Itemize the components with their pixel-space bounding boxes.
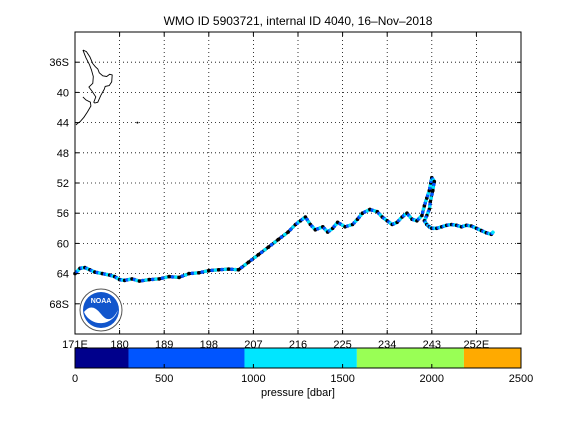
colorbar-segment [463,348,521,368]
profile-point [197,271,201,275]
colorbar-tick-label: 500 [155,373,173,385]
profile-point [420,210,425,214]
profile-point [210,268,214,273]
profile-point [256,252,261,257]
profile-point [147,277,152,282]
noaa-logo: NOAA [79,288,123,332]
profile-point [432,179,437,184]
profile-point [491,230,495,235]
profile-point [216,268,221,272]
profile-point [263,247,267,252]
profile-point [160,276,165,280]
profile-point [200,270,204,274]
profile-point [213,268,218,272]
y-tick-label: 68S [49,299,69,311]
pressure-colorbar [75,348,521,368]
y-axis-ticks: 36S 40 44 48 52 56 60 64 68S [49,57,521,311]
y-tick-label: 40 [57,87,69,99]
colorbar-tick-label: 0 [72,373,78,385]
profile-point [279,235,284,239]
profile-point [174,275,178,279]
profile-point [286,230,290,234]
profile-point [236,268,241,272]
colorbar-tick-label: 1500 [330,373,354,385]
profile-point [288,227,293,232]
profile-point [140,278,145,283]
profile-point [183,273,188,277]
profile-point [266,245,271,249]
y-tick-label: 52 [57,178,69,190]
profile-point [420,213,424,218]
colorbar-ticks: 0 500 1000 1500 2000 2500 [72,364,533,385]
colorbar-tick-label: 2000 [420,373,444,385]
profile-point [203,269,208,274]
y-tick-label: 44 [57,118,69,130]
colorbar-tick-label: 2500 [509,373,533,385]
map-plot-area [75,32,521,334]
profile-point [230,267,234,272]
profile-point [187,271,191,276]
profile-point [154,277,158,281]
profile-point [421,207,426,211]
profile-point [276,237,281,242]
profile-point [291,225,295,229]
profile-point [137,279,142,283]
profile-point [246,260,251,265]
profile-point [157,277,161,281]
profile-point [432,182,436,187]
colorbar-label: pressure [dbar] [261,387,335,399]
profile-point [283,232,287,237]
profile-point [253,255,257,259]
profile-point [249,258,254,262]
svg-text:NOAA: NOAA [91,298,112,305]
profile-point [226,267,231,271]
profile-point [240,265,244,270]
colorbar-segment [75,348,129,368]
y-tick-label: 48 [57,148,69,160]
profile-point [223,267,228,272]
profile-point [220,267,224,272]
profile-point [167,274,171,279]
colorbar-tick-label: 1000 [241,373,265,385]
profile-point [269,242,274,247]
profile-point [207,268,211,273]
profile-point [177,275,181,280]
colorbar-segment [356,348,464,368]
colorbar-segment [128,348,245,368]
y-tick-label: 64 [57,269,69,281]
profile-point [193,271,198,275]
chart-title: WMO ID 5903721, internal ID 4040, 16–Nov… [164,14,433,28]
profile-point [164,275,168,280]
profile-point [431,188,435,193]
colorbar-frame [74,347,522,369]
profile-point [431,185,436,190]
float-track [73,175,495,283]
y-tick-label: 60 [57,238,69,250]
profile-point [430,192,434,197]
profile-point [273,240,277,244]
north-island-outline [82,49,113,104]
profile-point [233,267,237,272]
y-tick-label: 56 [57,208,69,220]
profile-point [150,277,155,282]
profile-point [170,275,175,279]
profile-point [144,278,148,282]
profile-point [180,274,185,278]
profile-point [243,263,247,267]
profile-point [429,196,433,200]
profile-point [190,271,195,276]
chatham-islands [136,121,139,124]
colorbar-segment [244,348,357,368]
y-tick-label: 36S [49,57,69,69]
profile-point [259,250,264,254]
